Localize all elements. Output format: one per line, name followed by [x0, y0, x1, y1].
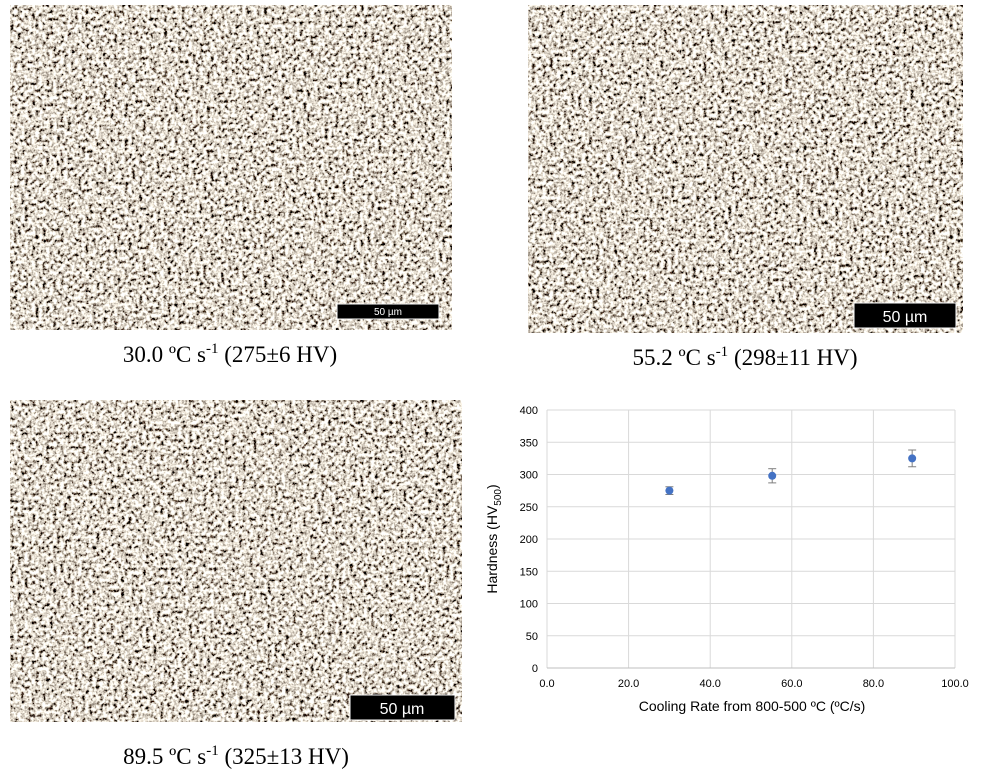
scale-bar	[349, 694, 456, 721]
data-point	[665, 486, 674, 495]
y-tick-label: 150	[520, 566, 538, 578]
y-tick-label: 200	[520, 534, 538, 546]
data-point	[908, 454, 917, 463]
scale-bar-label: 50 µm	[374, 307, 402, 318]
y-tick-label: 100	[520, 599, 538, 611]
x-tick-label: 100.0	[941, 678, 969, 690]
x-tick-label: 80.0	[863, 678, 884, 690]
chart: Cooling Rate from 800-500 ºC (ºC/s) Hard…	[484, 405, 969, 714]
micrograph	[528, 5, 963, 333]
y-tick-label: 300	[520, 470, 538, 482]
x-tick-label: 40.0	[699, 678, 720, 690]
caption: 89.5 ºC s-1 (325±13 HV)	[123, 743, 349, 769]
data-point	[768, 471, 777, 480]
x-tick-label: 0.0	[539, 678, 554, 690]
caption: 30.0 ºC s-1 (275±6 HV)	[123, 341, 337, 367]
x-tick-label: 60.0	[781, 678, 802, 690]
x-axis-label: Cooling Rate from 800-500 ºC (ºC/s)	[639, 698, 866, 714]
y-tick-label: 50	[526, 631, 538, 643]
scale-bar	[853, 302, 957, 329]
micrograph	[10, 5, 452, 330]
scale-bar-label: 50 µm	[883, 309, 928, 326]
caption: 55.2 ºC s-1 (298±11 HV)	[633, 344, 858, 370]
y-tick-label: 400	[520, 405, 538, 417]
scale-bar	[336, 303, 440, 320]
scale-bar-label: 50 µm	[380, 701, 425, 718]
x-tick-label: 20.0	[618, 678, 639, 690]
y-tick-label: 0	[532, 663, 538, 675]
y-axis-label: Hardness (HV500)	[484, 484, 504, 593]
y-tick-label: 350	[520, 437, 538, 449]
y-tick-label: 250	[520, 502, 538, 514]
micrograph	[10, 400, 462, 722]
